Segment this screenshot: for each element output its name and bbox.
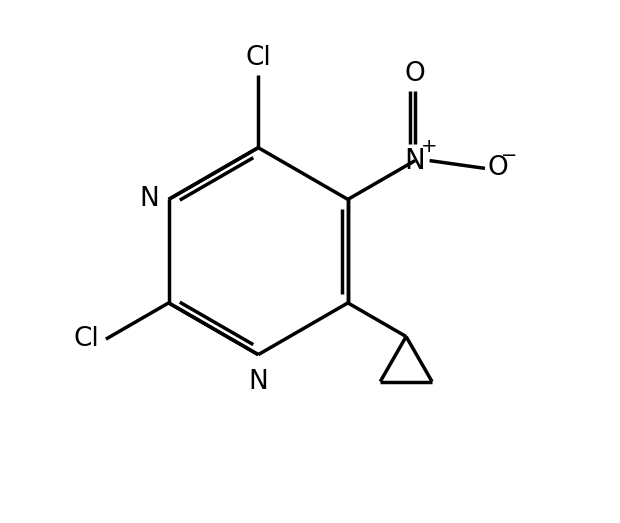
Text: Cl: Cl [74,326,100,352]
Text: O: O [405,61,425,87]
Text: +: + [422,137,438,156]
Text: O: O [487,155,508,181]
Text: N: N [249,369,268,395]
Text: −: − [501,146,518,165]
Text: N: N [140,186,159,212]
Text: N: N [405,146,425,175]
Text: Cl: Cl [246,45,271,71]
